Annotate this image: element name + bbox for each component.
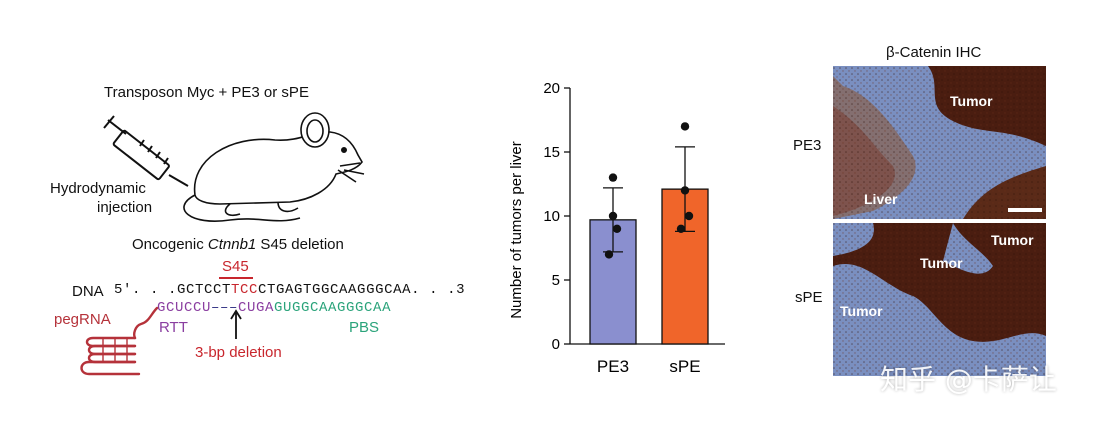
dna-5prime: 5′. . . — [114, 282, 178, 298]
data-point — [676, 224, 686, 233]
data-point — [608, 211, 618, 221]
ihc-image-pe3 — [833, 66, 1046, 219]
s45-label: S45 — [222, 258, 249, 275]
dna-seq-a: GCTCCT — [177, 282, 232, 298]
y-tick-label: 20 — [543, 80, 560, 97]
peg-rtt-a: GCUCCU — [157, 300, 212, 316]
deletion-title-post: S45 deletion — [256, 236, 344, 253]
hydro-line2: injection — [97, 199, 153, 216]
pegrna-sequence: GCUCCU–––CUGAGUGGCAAGGGCAA — [157, 300, 391, 316]
y-tick-label: 15 — [543, 144, 560, 161]
ihc-images — [833, 66, 1046, 376]
data-point — [608, 173, 618, 182]
label-tumor-spe-1: Tumor — [991, 232, 1034, 248]
injection-title: Transposon Myc + PE3 or sPE — [104, 84, 309, 101]
pbs-label: PBS — [349, 319, 380, 336]
deletion-title: Oncogenic Ctnnb1 S45 deletion — [132, 236, 344, 253]
row-label-pe3: PE3 — [793, 137, 822, 154]
data-point — [604, 250, 614, 259]
row-label-spe: sPE — [795, 289, 823, 306]
dna-seq-b: TCC — [231, 282, 259, 298]
ihc-image-spe — [833, 223, 1046, 376]
mouse-icon — [183, 112, 365, 222]
dna-label: DNA — [72, 283, 104, 300]
y-tick-label: 10 — [543, 208, 560, 225]
deletion-arrow-icon — [230, 309, 242, 339]
dna-seq-c: CTGAGTGGCAAGGGCAA — [258, 282, 412, 298]
x-tick-label: PE3 — [597, 357, 629, 376]
x-tick-label: sPE — [669, 357, 700, 376]
watermark: 知乎 @卡萨让 — [880, 363, 1057, 396]
data-point — [612, 224, 622, 233]
data-point — [684, 211, 694, 221]
hydro-line1: Hydrodynamic — [50, 180, 146, 197]
mouse-illustration — [103, 112, 365, 222]
label-tumor-pe3: Tumor — [950, 93, 993, 109]
peg-pbs: GUGGCAAGGGCAA — [274, 300, 392, 316]
pegrna-hairpin-icon — [80, 306, 159, 376]
label-tumor-spe-2: Tumor — [920, 255, 963, 271]
y-tick-label: 0 — [552, 336, 560, 353]
syringe-icon — [103, 115, 189, 187]
deletion-title-gene: Ctnnb1 — [207, 236, 257, 253]
label-tumor-spe-3: Tumor — [840, 303, 883, 319]
deletion-label: 3-bp deletion — [195, 344, 282, 361]
ihc-title: β-Catenin IHC — [886, 44, 982, 61]
tumor-count-chart: 0 5 10 15 20 PE3 sPE Number of tumors per live… — [508, 80, 725, 376]
scale-bar — [1008, 208, 1042, 212]
dna-3prime: . . .3 — [411, 282, 466, 298]
deletion-title-pre: Oncogenic — [132, 236, 208, 253]
data-point — [680, 122, 690, 131]
label-liver-pe3: Liver — [864, 191, 898, 207]
s45-underline — [219, 277, 253, 279]
data-point — [680, 186, 690, 195]
dna-sequence: 5′. . .GCTCCTTCCCTGAGTGGCAAGGGCAA. . .3 — [114, 282, 465, 298]
y-tick-label: 5 — [552, 272, 560, 289]
peg-gap: ––– — [211, 300, 239, 316]
rtt-label: RTT — [159, 319, 188, 336]
peg-rtt-b: CUGA — [238, 300, 275, 316]
y-axis-label: Number of tumors per liver — [508, 141, 525, 319]
pegrna-label: pegRNA — [54, 311, 111, 328]
